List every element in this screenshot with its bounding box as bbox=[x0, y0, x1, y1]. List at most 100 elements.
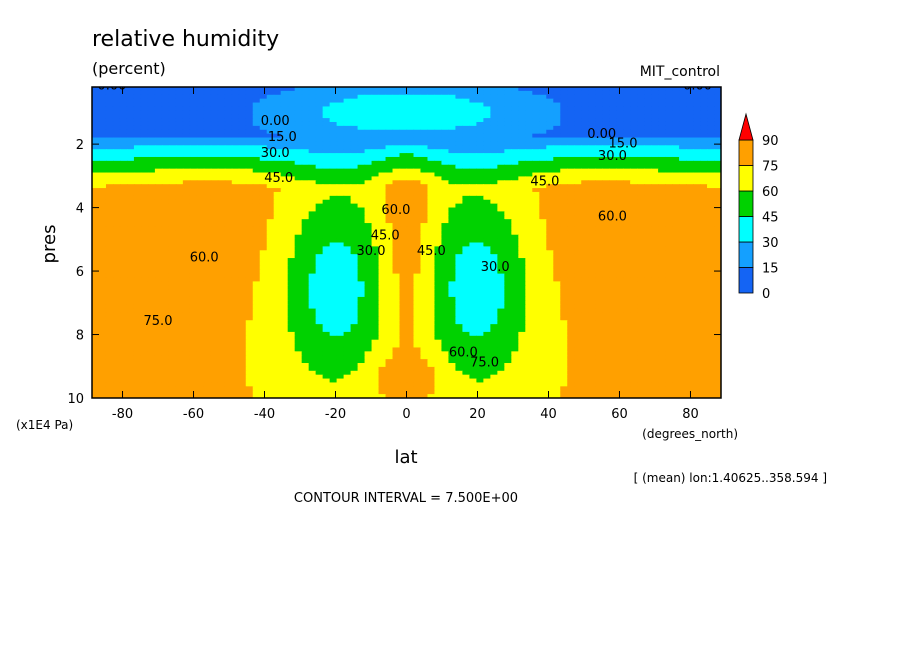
heatmap-cell bbox=[595, 137, 603, 143]
heatmap-cell bbox=[623, 149, 631, 154]
heatmap-cell bbox=[455, 195, 464, 201]
heatmap-cell bbox=[448, 234, 457, 240]
heatmap-cell bbox=[490, 195, 498, 201]
heatmap-cell bbox=[154, 199, 163, 205]
heatmap-cell bbox=[707, 180, 715, 185]
heatmap-cell bbox=[476, 184, 484, 189]
heatmap-cell bbox=[168, 199, 177, 205]
heatmap-cell bbox=[238, 242, 247, 247]
heatmap-cell bbox=[245, 273, 254, 279]
heatmap-cell bbox=[413, 118, 422, 123]
heatmap-cell bbox=[266, 258, 275, 263]
heatmap-cell bbox=[259, 141, 268, 146]
heatmap-cell bbox=[133, 90, 142, 96]
heatmap-cell bbox=[560, 285, 568, 290]
heatmap-cell bbox=[455, 149, 464, 154]
heatmap-cell bbox=[322, 223, 331, 228]
heatmap-cell bbox=[511, 246, 519, 251]
heatmap-cell bbox=[182, 87, 191, 92]
heatmap-cell bbox=[224, 234, 233, 240]
heatmap-cell bbox=[595, 273, 603, 279]
heatmap-cell bbox=[588, 98, 596, 104]
heatmap-cell bbox=[525, 137, 533, 143]
heatmap-cell bbox=[455, 277, 464, 282]
heatmap-cell bbox=[483, 254, 491, 259]
heatmap-cell bbox=[609, 172, 617, 178]
heatmap-cell bbox=[224, 223, 233, 228]
heatmap-cell bbox=[343, 102, 352, 108]
heatmap-cell bbox=[322, 238, 331, 244]
heatmap-cell bbox=[119, 223, 128, 228]
heatmap-cell bbox=[413, 258, 422, 263]
heatmap-cell bbox=[693, 207, 701, 212]
heatmap-cell bbox=[406, 176, 415, 181]
heatmap-cell bbox=[434, 281, 443, 286]
heatmap-cell bbox=[574, 265, 582, 271]
heatmap-cell bbox=[574, 164, 582, 170]
heatmap-cell bbox=[126, 184, 135, 189]
heatmap-cell bbox=[350, 242, 359, 247]
heatmap-cell bbox=[693, 211, 701, 216]
heatmap-cell bbox=[322, 98, 331, 104]
heatmap-cell bbox=[175, 277, 184, 282]
heatmap-cell bbox=[469, 87, 477, 92]
heatmap-cell bbox=[315, 121, 324, 127]
heatmap-cell bbox=[427, 118, 436, 123]
heatmap-cell bbox=[511, 199, 519, 205]
heatmap-cell bbox=[203, 195, 212, 201]
heatmap-cell bbox=[693, 254, 701, 259]
heatmap-cell bbox=[539, 215, 547, 220]
heatmap-cell bbox=[399, 234, 408, 240]
heatmap-cell bbox=[567, 114, 575, 119]
heatmap-cell bbox=[133, 191, 142, 197]
heatmap-cell bbox=[105, 191, 114, 197]
heatmap-cell bbox=[343, 300, 352, 306]
heatmap-cell bbox=[336, 110, 345, 115]
heatmap-cell bbox=[252, 156, 261, 162]
heatmap-cell bbox=[357, 184, 366, 189]
heatmap-cell bbox=[294, 254, 303, 259]
heatmap-cell bbox=[245, 141, 254, 146]
heatmap-cell bbox=[378, 114, 387, 119]
heatmap-cell bbox=[336, 102, 345, 108]
heatmap-cell bbox=[112, 258, 121, 263]
heatmap-cell bbox=[210, 172, 219, 178]
heatmap-cell bbox=[644, 211, 652, 216]
heatmap-cell bbox=[651, 269, 659, 275]
heatmap-cell bbox=[560, 125, 568, 131]
heatmap-cell bbox=[511, 269, 519, 275]
heatmap-cell bbox=[595, 176, 603, 181]
heatmap-cell bbox=[245, 160, 254, 166]
heatmap-cell bbox=[245, 90, 254, 96]
heatmap-cell bbox=[92, 203, 100, 209]
heatmap-cell bbox=[105, 285, 114, 290]
heatmap-cell bbox=[182, 188, 191, 193]
heatmap-cell bbox=[217, 191, 226, 197]
heatmap-cell bbox=[588, 234, 596, 240]
heatmap-cell bbox=[350, 153, 359, 158]
heatmap-cell bbox=[98, 269, 107, 275]
heatmap-cell bbox=[98, 223, 107, 228]
heatmap-cell bbox=[273, 168, 282, 174]
heatmap-cell bbox=[644, 230, 652, 236]
heatmap-cell bbox=[525, 285, 533, 290]
heatmap-cell bbox=[329, 118, 338, 123]
heatmap-cell bbox=[462, 90, 470, 96]
heatmap-cell bbox=[364, 160, 373, 166]
heatmap-cell bbox=[714, 238, 721, 244]
heatmap-cell bbox=[238, 149, 247, 154]
heatmap-cell bbox=[371, 273, 380, 279]
heatmap-cell bbox=[392, 215, 401, 220]
heatmap-cell bbox=[287, 106, 296, 111]
heatmap-cell bbox=[497, 269, 505, 275]
heatmap-cell bbox=[560, 129, 568, 135]
heatmap-cell bbox=[462, 133, 470, 139]
heatmap-cell bbox=[280, 234, 289, 240]
heatmap-cell bbox=[518, 153, 526, 158]
heatmap-cell bbox=[532, 296, 540, 302]
heatmap-cell bbox=[294, 160, 303, 166]
heatmap-cell bbox=[266, 156, 275, 162]
heatmap-cell bbox=[315, 207, 324, 212]
heatmap-cell bbox=[469, 145, 477, 150]
heatmap-cell bbox=[462, 293, 470, 298]
